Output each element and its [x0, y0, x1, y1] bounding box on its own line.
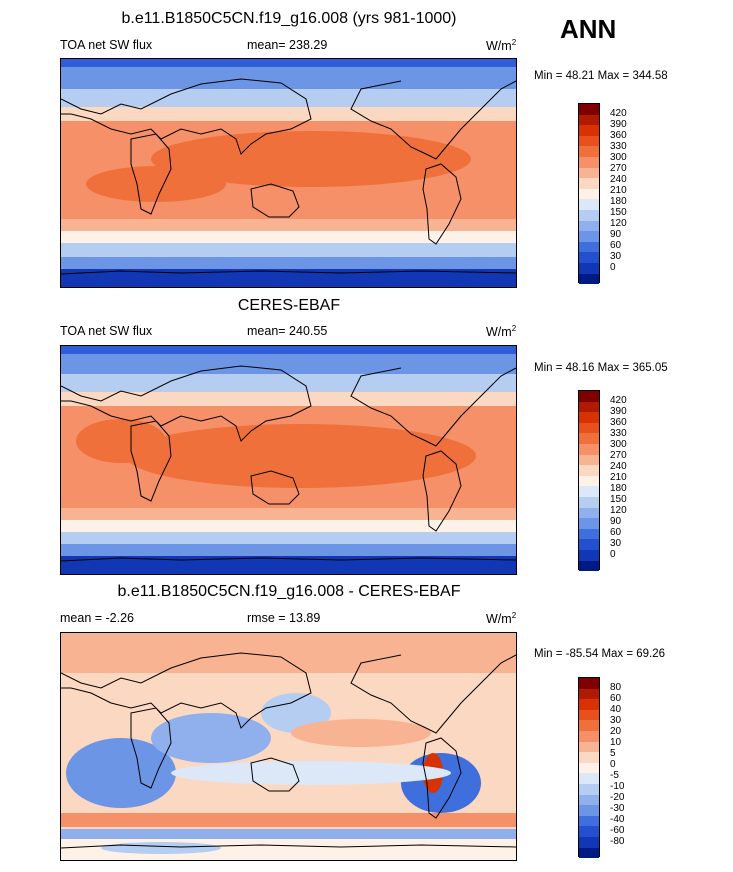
panel-3-minmax: Min = -85.54 Max = 69.26 [534, 648, 666, 660]
panel-2-colorbar [578, 390, 600, 572]
panel-1-minmax: Min = 48.21 Max = 344.58 [534, 70, 668, 82]
colorbar-tick: -40 [610, 814, 625, 825]
colorbar-tick: 390 [610, 119, 627, 130]
colorbar-tick: -30 [610, 803, 625, 814]
colorbar-tick: 90 [610, 516, 622, 527]
colorbar-tick: 210 [610, 472, 627, 483]
panel-1-variable-label: TOA net SW flux [60, 38, 153, 52]
panel-2-map-field [61, 346, 516, 574]
panel-2-minmax: Min = 48.16 Max = 365.05 [534, 362, 668, 374]
panel-2-map [60, 345, 517, 575]
colorbar-tick: 300 [610, 152, 627, 163]
colorbar-tick: 20 [610, 726, 622, 737]
colorbar-tick: -10 [610, 781, 625, 792]
colorbar-tick: 180 [610, 196, 627, 207]
colorbar-tick: 240 [610, 461, 627, 472]
colorbar-tick: -5 [610, 770, 619, 781]
panel-3-map-field [61, 633, 516, 860]
colorbar-tick: 120 [610, 505, 627, 516]
colorbar-tick: 360 [610, 130, 627, 141]
colorbar-tick: 10 [610, 737, 622, 748]
colorbar-tick: 30 [610, 715, 622, 726]
colorbar-tick: 270 [610, 450, 627, 461]
colorbar-tick: -80 [610, 836, 625, 847]
panel-1-title: b.e11.B1850C5CN.f19_g16.008 (yrs 981-100… [121, 10, 457, 27]
colorbar-tick: 80 [610, 682, 622, 693]
colorbar-tick: -20 [610, 792, 625, 803]
colorbar-tick: 300 [610, 439, 627, 450]
colorbar-tick: 330 [610, 141, 627, 152]
colorbar-tick: 360 [610, 417, 627, 428]
panel-2-variable-label: TOA net SW flux [60, 324, 153, 338]
panel-3-mean-label: mean = -2.26 [60, 611, 135, 625]
panel-1-map-field [61, 59, 516, 287]
colorbar-tick: 0 [610, 759, 616, 770]
panel-3-map [60, 632, 517, 861]
colorbar-tick: 0 [610, 262, 616, 273]
colorbar-tick: 420 [610, 395, 627, 406]
colorbar-tick: 5 [610, 748, 616, 759]
colorbar-tick: 420 [610, 108, 627, 119]
colorbar-tick: 60 [610, 693, 622, 704]
colorbar-tick: 240 [610, 174, 627, 185]
panel-3-title: b.e11.B1850C5CN.f19_g16.008 - CERES-EBAF [117, 583, 461, 600]
colorbar-tick: 60 [610, 240, 622, 251]
colorbar-tick: 210 [610, 185, 627, 196]
colorbar-tick: 120 [610, 218, 627, 229]
panel-2-units-label: W/m2 [486, 324, 517, 340]
colorbar-tick: 270 [610, 163, 627, 174]
colorbar-tick: 330 [610, 428, 627, 439]
panel-1-colorbar [578, 103, 600, 285]
colorbar-tick: 30 [610, 251, 622, 262]
panel-3-rmse-label: rmse = 13.89 [247, 611, 321, 625]
panel-2-mean-label: mean= 240.55 [247, 324, 328, 338]
colorbar-tick: 90 [610, 229, 622, 240]
panel-3-units-label: W/m2 [486, 611, 517, 627]
panel-1-units-label: W/m2 [486, 38, 517, 54]
colorbar-tick: 390 [610, 406, 627, 417]
season-label: ANN [560, 14, 617, 44]
colorbar-tick: 60 [610, 527, 622, 538]
panel-3-colorbar [578, 677, 600, 859]
colorbar-tick: 30 [610, 538, 622, 549]
colorbar-tick: 180 [610, 483, 627, 494]
colorbar-tick: -60 [610, 825, 625, 836]
panel-1-map [60, 58, 517, 288]
colorbar-tick: 150 [610, 207, 627, 218]
panel-2-title: CERES-EBAF [237, 297, 341, 314]
panel-1-mean-label: mean= 238.29 [247, 38, 328, 52]
colorbar-tick: 0 [610, 549, 616, 560]
colorbar-tick: 40 [610, 704, 622, 715]
colorbar-tick: 150 [610, 494, 627, 505]
